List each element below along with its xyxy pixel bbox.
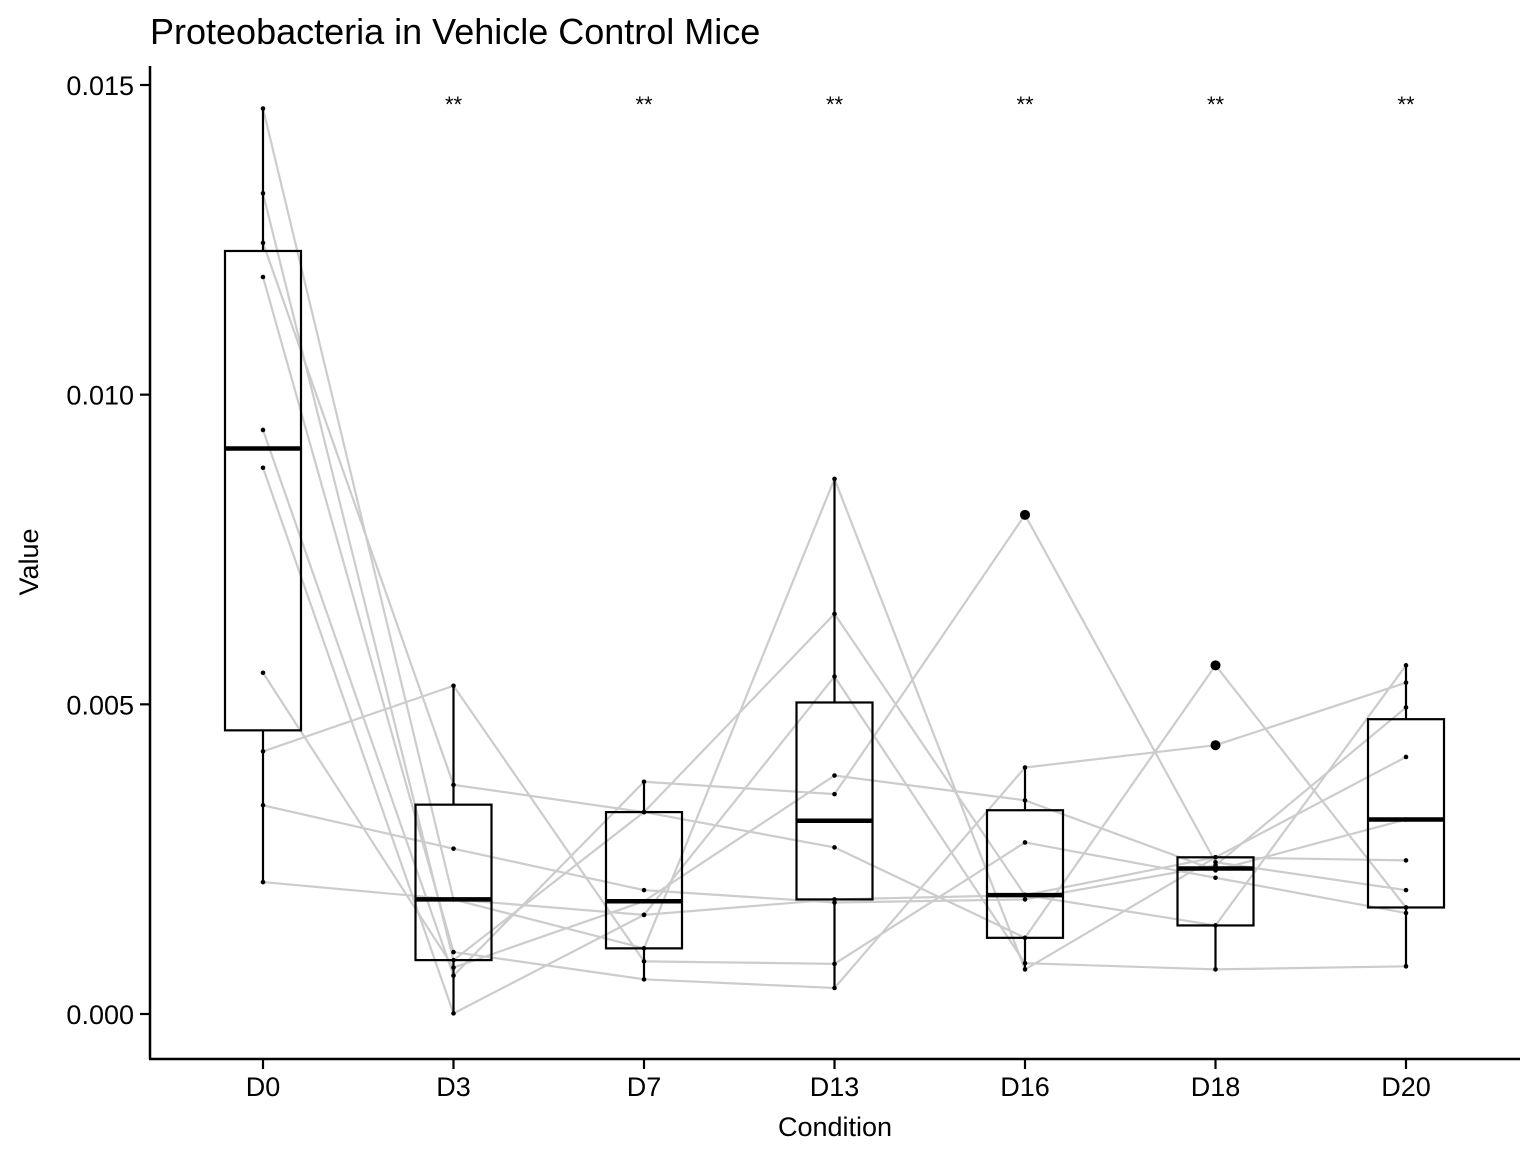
point-D7-5 bbox=[641, 779, 647, 785]
point-D7-9 bbox=[641, 887, 647, 893]
point-D13-8 bbox=[832, 961, 837, 967]
box-body bbox=[985, 809, 1065, 939]
chart-title: Proteobacteria in Vehicle Control Mice bbox=[150, 11, 760, 52]
point-D3-8 bbox=[451, 683, 456, 689]
point-D3-5 bbox=[451, 973, 456, 978]
significance-D7: ** bbox=[635, 92, 653, 117]
point-D0-4 bbox=[260, 274, 266, 280]
box-D13 bbox=[795, 478, 874, 988]
x-ticks: D0 D3 D7 D13 D16 D18 D20 bbox=[246, 1059, 1431, 1102]
point-D20-8 bbox=[1403, 910, 1409, 916]
x-tick-label-D16: D16 bbox=[1000, 1072, 1050, 1102]
x-tick-label-D18: D18 bbox=[1191, 1072, 1241, 1102]
point-D3-2 bbox=[451, 957, 456, 963]
box-D0 bbox=[223, 108, 303, 883]
significance-D3: ** bbox=[445, 92, 463, 117]
point-D16-10 bbox=[1022, 892, 1028, 898]
box-D20 bbox=[1366, 665, 1446, 967]
y-tick-label: 0.005 bbox=[66, 690, 134, 720]
point-D3-3 bbox=[451, 782, 456, 788]
point-D20-6 bbox=[1403, 964, 1409, 969]
point-D13-1 bbox=[832, 476, 837, 482]
point-D0-9 bbox=[260, 802, 266, 808]
x-tick-label-D0: D0 bbox=[246, 1072, 281, 1102]
point-D18-8 bbox=[1213, 875, 1218, 881]
point-D16-5 bbox=[1022, 512, 1028, 518]
point-D7-7 bbox=[641, 898, 647, 904]
point-D0-5 bbox=[260, 427, 266, 433]
point-D3-7 bbox=[451, 965, 456, 970]
significance-labels: ** ** ** ** ** ** bbox=[445, 92, 1415, 117]
point-D3-9 bbox=[451, 846, 456, 851]
point-D20-9 bbox=[1403, 705, 1409, 710]
y-axis-title: Value bbox=[14, 528, 44, 595]
point-D0-2 bbox=[260, 191, 266, 196]
y-tick-label: 0.000 bbox=[66, 1000, 134, 1030]
point-D16-9 bbox=[1022, 897, 1028, 902]
point-D13-5 bbox=[832, 791, 837, 797]
x-tick-label-D3: D3 bbox=[436, 1072, 471, 1102]
point-D20-4 bbox=[1403, 680, 1409, 685]
point-D7-4 bbox=[641, 977, 647, 982]
point-D0-1 bbox=[260, 106, 266, 111]
point-D18-3 bbox=[1213, 923, 1218, 928]
point-D20-5 bbox=[1403, 887, 1409, 893]
y-ticks: 0.000 0.005 0.010 0.015 bbox=[66, 71, 150, 1030]
point-D16-6 bbox=[1022, 960, 1028, 966]
boxes bbox=[223, 108, 1446, 1014]
box-body bbox=[223, 249, 303, 732]
point-D20-2 bbox=[1403, 905, 1409, 910]
box-body bbox=[1366, 718, 1446, 909]
x-tick-label-D7: D7 bbox=[627, 1072, 662, 1102]
point-D20-1 bbox=[1403, 858, 1409, 863]
point-D20-3 bbox=[1403, 663, 1409, 668]
point-D18-10 bbox=[1213, 855, 1218, 860]
y-tick-label: 0.015 bbox=[66, 71, 134, 101]
point-D13-2 bbox=[832, 845, 837, 850]
point-D0-8 bbox=[260, 749, 266, 754]
point-D0-10 bbox=[260, 879, 266, 885]
x-tick-label-D13: D13 bbox=[810, 1072, 860, 1102]
point-D7-1 bbox=[641, 946, 647, 951]
point-D16-4 bbox=[1022, 765, 1028, 770]
point-D18-4 bbox=[1213, 742, 1218, 748]
point-D18-7 bbox=[1213, 868, 1218, 873]
data-points bbox=[260, 106, 1409, 1016]
point-D13-6 bbox=[832, 674, 837, 679]
y-tick-label: 0.010 bbox=[66, 381, 134, 411]
significance-D16: ** bbox=[1016, 92, 1034, 117]
point-D20-10 bbox=[1403, 754, 1409, 760]
paired-line-10 bbox=[262, 756, 1407, 917]
point-D0-7 bbox=[260, 670, 266, 676]
point-D18-6 bbox=[1213, 967, 1218, 972]
point-D16-8 bbox=[1022, 840, 1028, 845]
point-D18-2 bbox=[1213, 663, 1218, 668]
point-D16-7 bbox=[1022, 798, 1028, 803]
point-D13-10 bbox=[832, 897, 837, 902]
x-tick-label-D20: D20 bbox=[1381, 1072, 1431, 1102]
point-D7-10 bbox=[641, 912, 647, 918]
point-D13-4 bbox=[832, 985, 837, 991]
point-D16-2 bbox=[1022, 935, 1028, 941]
point-D13-3 bbox=[832, 611, 837, 617]
point-D3-6 bbox=[451, 1011, 456, 1016]
significance-D18: ** bbox=[1207, 92, 1225, 117]
significance-D13: ** bbox=[826, 92, 844, 117]
point-D3-10 bbox=[451, 897, 456, 902]
box-body bbox=[795, 701, 874, 901]
point-D18-9 bbox=[1213, 863, 1218, 868]
point-D13-7 bbox=[832, 773, 837, 778]
x-axis-title: Condition bbox=[778, 1112, 892, 1142]
point-D3-4 bbox=[451, 949, 456, 955]
significance-D20: ** bbox=[1397, 92, 1415, 117]
point-D0-3 bbox=[260, 240, 266, 246]
point-D16-1 bbox=[1022, 967, 1028, 972]
point-D7-3 bbox=[641, 809, 647, 815]
point-D20-7 bbox=[1403, 817, 1409, 822]
point-D0-6 bbox=[260, 465, 266, 471]
point-D7-8 bbox=[641, 959, 647, 964]
